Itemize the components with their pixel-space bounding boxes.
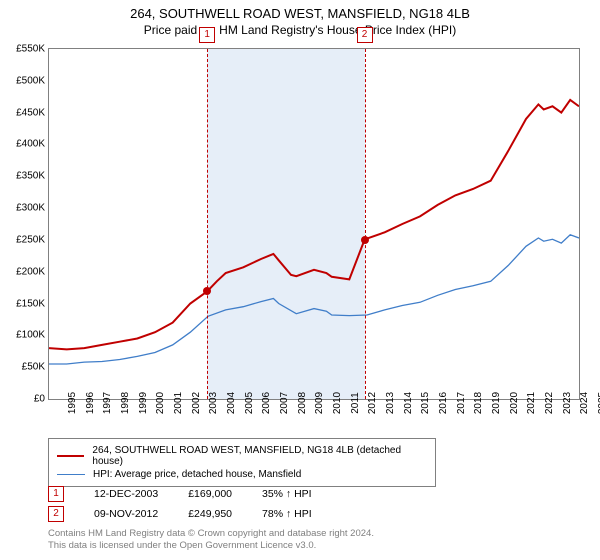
transaction-price: £249,950 <box>188 508 232 520</box>
y-axis-tick-label: £0 <box>34 394 45 405</box>
footer-line2: This data is licensed under the Open Gov… <box>48 540 374 552</box>
y-axis-tick-label: £50K <box>22 362 45 373</box>
y-axis-tick-label: £550K <box>16 44 45 55</box>
y-axis-tick-label: £450K <box>16 107 45 118</box>
series-line-price_paid <box>49 100 579 350</box>
y-axis-tick-label: £250K <box>16 234 45 245</box>
y-axis-tick-label: £400K <box>16 139 45 150</box>
transaction-delta: 35% ↑ HPI <box>262 488 312 500</box>
legend-box: 264, SOUTHWELL ROAD WEST, MANSFIELD, NG1… <box>48 438 436 487</box>
chart-container: 264, SOUTHWELL ROAD WEST, MANSFIELD, NG1… <box>0 0 600 560</box>
y-axis-tick-label: £150K <box>16 298 45 309</box>
transaction-dot <box>203 287 211 295</box>
transaction-vline <box>207 49 208 399</box>
transaction-vline <box>365 49 366 399</box>
transaction-marker-box: 1 <box>199 27 215 43</box>
x-axis-tick-label: 2025 <box>579 392 600 414</box>
y-axis-tick-label: £350K <box>16 171 45 182</box>
footer-line1: Contains HM Land Registry data © Crown c… <box>48 528 374 540</box>
series-line-hpi <box>49 235 579 364</box>
y-axis-tick-label: £300K <box>16 203 45 214</box>
transaction-row: 2 09-NOV-2012 £249,950 78% ↑ HPI <box>48 506 342 522</box>
transactions-block: 1 12-DEC-2003 £169,000 35% ↑ HPI 2 09-NO… <box>48 482 342 526</box>
y-axis-tick-label: £100K <box>16 330 45 341</box>
transaction-date: 12-DEC-2003 <box>94 488 158 500</box>
transaction-marker-box: 2 <box>357 27 373 43</box>
transaction-marker: 2 <box>48 506 64 522</box>
title-block: 264, SOUTHWELL ROAD WEST, MANSFIELD, NG1… <box>0 0 600 37</box>
y-axis-tick-label: £200K <box>16 266 45 277</box>
legend-swatch <box>57 455 84 457</box>
title-line1: 264, SOUTHWELL ROAD WEST, MANSFIELD, NG1… <box>0 6 600 21</box>
transaction-marker: 1 <box>48 486 64 502</box>
legend-swatch <box>57 474 85 475</box>
transaction-date: 09-NOV-2012 <box>94 508 158 520</box>
transaction-price: £169,000 <box>188 488 232 500</box>
y-axis-tick-label: £500K <box>16 75 45 86</box>
legend-label: 264, SOUTHWELL ROAD WEST, MANSFIELD, NG1… <box>92 445 427 467</box>
legend-item: HPI: Average price, detached house, Mans… <box>57 469 427 480</box>
transaction-delta: 78% ↑ HPI <box>262 508 312 520</box>
chart-svg <box>49 49 579 399</box>
title-line2: Price paid vs. HM Land Registry's House … <box>0 23 600 37</box>
transaction-dot <box>361 236 369 244</box>
chart-plot-area: 12£0£50K£100K£150K£200K£250K£300K£350K£4… <box>48 48 580 400</box>
footer-attribution: Contains HM Land Registry data © Crown c… <box>48 528 374 553</box>
legend-item: 264, SOUTHWELL ROAD WEST, MANSFIELD, NG1… <box>57 445 427 467</box>
legend-label: HPI: Average price, detached house, Mans… <box>93 469 301 480</box>
transaction-row: 1 12-DEC-2003 £169,000 35% ↑ HPI <box>48 486 342 502</box>
